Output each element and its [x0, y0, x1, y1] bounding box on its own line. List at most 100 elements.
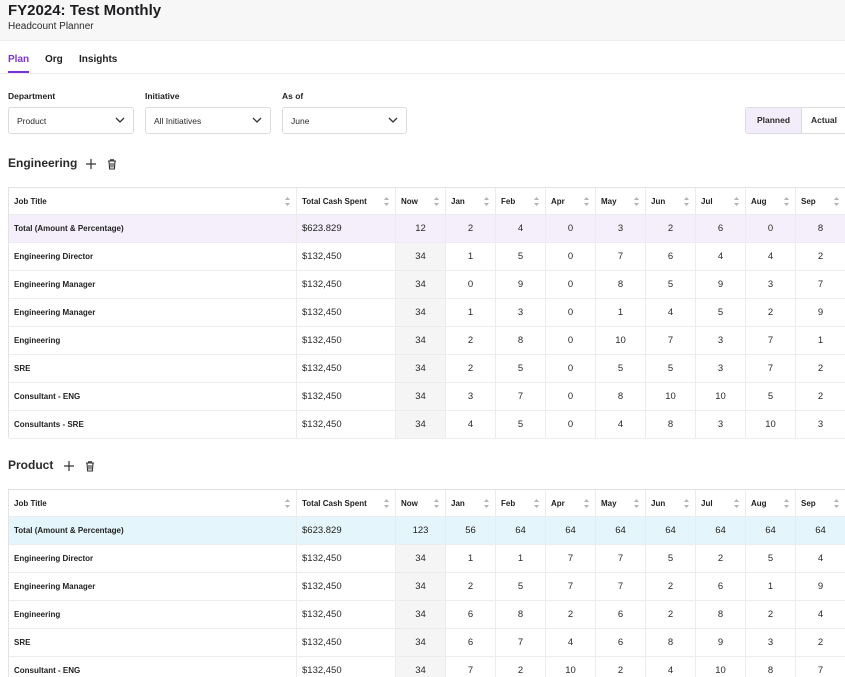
month-value-cell[interactable]: 3 [796, 411, 845, 438]
sort-icon[interactable] [434, 499, 439, 508]
month-value-cell[interactable]: 7 [446, 657, 496, 677]
month-value-cell[interactable]: 7 [596, 573, 646, 600]
month-value-cell[interactable]: 2 [696, 545, 746, 572]
sort-icon[interactable] [434, 197, 439, 206]
as-of-select[interactable]: June [282, 107, 407, 134]
month-value-cell[interactable]: 1 [446, 545, 496, 572]
initiative-select[interactable]: All Initiatives [145, 107, 271, 134]
month-value-cell[interactable]: 6 [696, 215, 746, 242]
month-value-cell[interactable]: 3 [696, 355, 746, 382]
month-value-cell[interactable]: 4 [446, 411, 496, 438]
month-value-cell[interactable]: 10 [696, 657, 746, 677]
month-value-cell[interactable]: 1 [496, 545, 546, 572]
column-header-job-title[interactable]: Job Title [9, 188, 297, 214]
month-value-cell[interactable]: 3 [596, 215, 646, 242]
sort-icon[interactable] [384, 197, 389, 206]
column-header-jan[interactable]: Jan [446, 490, 496, 516]
month-value-cell[interactable]: 7 [596, 545, 646, 572]
month-value-cell[interactable]: 8 [746, 657, 796, 677]
month-value-cell[interactable]: 2 [746, 601, 796, 628]
month-value-cell[interactable]: 8 [646, 411, 696, 438]
month-value-cell[interactable]: 2 [646, 215, 696, 242]
month-value-cell[interactable]: 3 [746, 271, 796, 298]
column-header-total-cash[interactable]: Total Cash Spent [297, 490, 396, 516]
month-value-cell[interactable]: 4 [646, 657, 696, 677]
column-header-jun[interactable]: Jun [646, 188, 696, 214]
month-value-cell[interactable]: 6 [446, 601, 496, 628]
month-value-cell[interactable]: 9 [696, 271, 746, 298]
sort-icon[interactable] [484, 197, 489, 206]
month-value-cell[interactable]: 0 [546, 271, 596, 298]
now-cell[interactable]: 34 [396, 355, 446, 382]
tab-insights[interactable]: Insights [79, 54, 118, 65]
month-value-cell[interactable]: 7 [496, 629, 546, 656]
month-value-cell[interactable]: 5 [646, 271, 696, 298]
month-value-cell[interactable]: 5 [596, 355, 646, 382]
month-value-cell[interactable]: 3 [746, 629, 796, 656]
now-cell[interactable]: 34 [396, 271, 446, 298]
month-value-cell[interactable]: 2 [446, 573, 496, 600]
month-value-cell[interactable]: 2 [446, 355, 496, 382]
add-row-button[interactable] [84, 157, 98, 171]
month-value-cell[interactable]: 5 [496, 355, 546, 382]
month-value-cell[interactable]: 8 [796, 215, 845, 242]
month-value-cell[interactable]: 7 [546, 545, 596, 572]
now-cell[interactable]: 34 [396, 629, 446, 656]
month-value-cell[interactable]: 0 [546, 383, 596, 410]
month-value-cell[interactable]: 0 [546, 243, 596, 270]
column-header-feb[interactable]: Feb [496, 188, 546, 214]
column-header-now[interactable]: Now [396, 490, 446, 516]
month-value-cell[interactable]: 2 [746, 299, 796, 326]
now-cell[interactable]: 34 [396, 243, 446, 270]
sort-icon[interactable] [684, 197, 689, 206]
sort-icon[interactable] [634, 197, 639, 206]
column-header-sep[interactable]: Sep [796, 490, 845, 516]
month-value-cell[interactable]: 4 [596, 411, 646, 438]
month-value-cell[interactable]: 1 [746, 573, 796, 600]
month-value-cell[interactable]: 2 [796, 243, 845, 270]
now-cell[interactable]: 12 [396, 215, 446, 242]
month-value-cell[interactable]: 0 [546, 299, 596, 326]
month-value-cell[interactable]: 3 [696, 411, 746, 438]
month-value-cell[interactable]: 9 [696, 629, 746, 656]
month-value-cell[interactable]: 1 [596, 299, 646, 326]
month-value-cell[interactable]: 4 [646, 299, 696, 326]
month-value-cell[interactable]: 8 [596, 383, 646, 410]
column-header-job-title[interactable]: Job Title [9, 490, 297, 516]
column-header-sep[interactable]: Sep [796, 188, 845, 214]
month-value-cell[interactable]: 1 [446, 243, 496, 270]
sort-icon[interactable] [384, 499, 389, 508]
column-header-jul[interactable]: Jul [696, 490, 746, 516]
tab-plan[interactable]: Plan [8, 54, 30, 65]
month-value-cell[interactable]: 64 [696, 517, 746, 544]
month-value-cell[interactable]: 2 [796, 355, 845, 382]
sort-icon[interactable] [534, 197, 539, 206]
month-value-cell[interactable]: 0 [546, 355, 596, 382]
now-cell[interactable]: 34 [396, 299, 446, 326]
sort-icon[interactable] [734, 197, 739, 206]
month-value-cell[interactable]: 3 [696, 327, 746, 354]
month-value-cell[interactable]: 2 [646, 601, 696, 628]
month-value-cell[interactable]: 6 [596, 601, 646, 628]
column-header-jun[interactable]: Jun [646, 490, 696, 516]
actual-toggle-option[interactable]: Actual [802, 108, 845, 133]
month-value-cell[interactable]: 8 [496, 327, 546, 354]
column-header-apr[interactable]: Apr [546, 490, 596, 516]
column-header-aug[interactable]: Aug [746, 490, 796, 516]
month-value-cell[interactable]: 64 [596, 517, 646, 544]
month-value-cell[interactable]: 7 [596, 243, 646, 270]
month-value-cell[interactable]: 8 [596, 271, 646, 298]
column-header-aug[interactable]: Aug [746, 188, 796, 214]
month-value-cell[interactable]: 10 [646, 383, 696, 410]
month-value-cell[interactable]: 4 [696, 243, 746, 270]
month-value-cell[interactable]: 7 [796, 271, 845, 298]
add-row-button[interactable] [62, 459, 76, 473]
column-header-may[interactable]: May [596, 188, 646, 214]
month-value-cell[interactable]: 1 [796, 327, 845, 354]
sort-icon[interactable] [684, 499, 689, 508]
month-value-cell[interactable]: 1 [446, 299, 496, 326]
now-cell[interactable]: 34 [396, 411, 446, 438]
tab-org[interactable]: Org [45, 54, 63, 65]
sort-icon[interactable] [634, 499, 639, 508]
month-value-cell[interactable]: 7 [646, 327, 696, 354]
